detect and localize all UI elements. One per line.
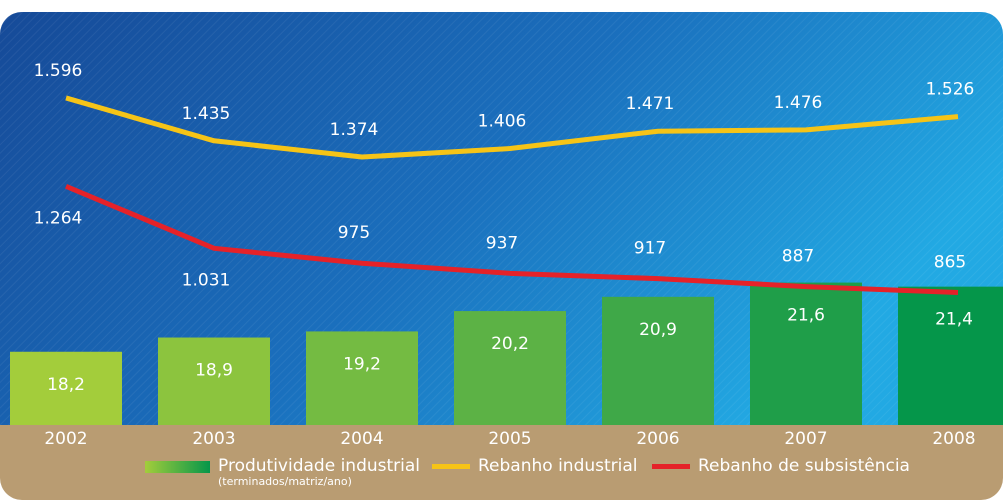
bar (750, 282, 862, 425)
bar (306, 331, 418, 425)
x-tick-label: 2004 (340, 429, 383, 449)
bar-label: 20,2 (491, 334, 529, 354)
line (65, 95, 959, 160)
line-label: 1.476 (774, 93, 823, 113)
x-tick-label: 2007 (784, 429, 827, 449)
legend-label: Rebanho industrial (478, 456, 638, 476)
line-label: 887 (782, 247, 814, 267)
bar (158, 337, 270, 425)
line-label: 975 (338, 223, 370, 243)
bar-label: 19,2 (343, 354, 381, 374)
x-tick-label: 2005 (488, 429, 531, 449)
bar (602, 296, 714, 425)
legend-swatch (145, 461, 210, 473)
legend-swatch (652, 464, 690, 469)
line-label: 1.406 (478, 112, 527, 132)
line-label: 1.374 (330, 120, 379, 140)
line-label: 1.596 (34, 61, 83, 81)
bar-label: 18,9 (195, 361, 233, 381)
line-label: 1.526 (926, 80, 975, 100)
line-label: 917 (634, 239, 666, 259)
line (65, 183, 959, 295)
bar (10, 351, 122, 425)
line-label: 1.031 (182, 270, 231, 290)
x-tick-label: 2008 (932, 429, 975, 449)
bar-label: 18,2 (47, 375, 85, 395)
bar (454, 311, 566, 425)
line-label: 1.435 (182, 104, 231, 124)
line-label: 865 (934, 252, 966, 272)
bar-label: 21,6 (787, 306, 825, 326)
bar (898, 286, 1003, 425)
legend-label: Produtividade industrial (218, 456, 420, 476)
bar-label: 20,9 (639, 320, 677, 340)
line-label: 1.471 (626, 94, 675, 114)
line-label: 937 (486, 233, 518, 253)
x-tick-label: 2006 (636, 429, 679, 449)
x-tick-label: 2002 (44, 429, 87, 449)
legend-unit: (terminados/matriz/ano) (218, 475, 352, 488)
x-tick-label: 2003 (192, 429, 235, 449)
legend-label: Rebanho de subsistência (698, 456, 910, 476)
panel: 2002 2003 2004 2005 2006 2007 2008 18,2 18,9 19,2… (0, 12, 1003, 500)
legend-swatch (432, 464, 470, 469)
line-label: 1.264 (34, 208, 83, 228)
bar-label: 21,4 (935, 310, 973, 330)
